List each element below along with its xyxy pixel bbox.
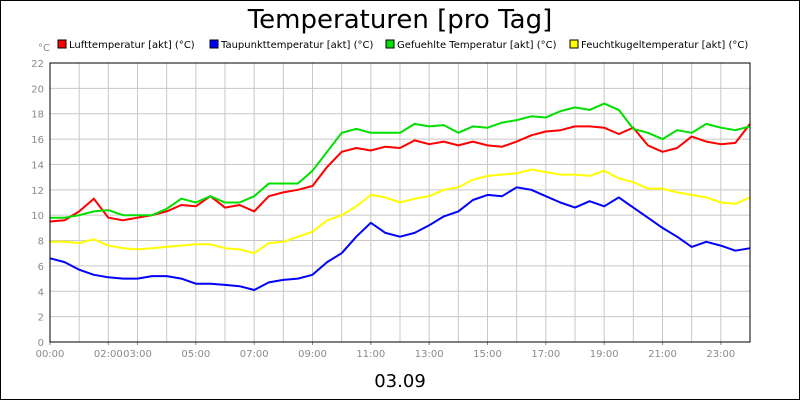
y-tick-label: 12 bbox=[31, 186, 44, 197]
y-axis-ticks: 0 2 4 6 8 10 12 14 16 18 20 22 bbox=[31, 59, 44, 349]
x-tick-label: 17:00 bbox=[531, 349, 560, 360]
legend-label: Lufttemperatur [akt] (°C) bbox=[69, 40, 195, 51]
y-axis-unit: °C bbox=[38, 43, 50, 54]
x-axis-ticks: 00:00 02:00 03:00 05:00 07:00 09:00 11:00 13:00… bbox=[36, 342, 735, 360]
x-tick-label: 23:00 bbox=[706, 349, 735, 360]
series-lines bbox=[49, 102, 751, 291]
legend-label: Gefuehlte Temperatur [akt] (°C) bbox=[397, 40, 557, 51]
x-tick-label: 19:00 bbox=[590, 349, 619, 360]
x-tick-label: 05:00 bbox=[181, 349, 210, 360]
legend-swatch bbox=[209, 39, 219, 49]
y-tick-label: 4 bbox=[38, 287, 44, 298]
legend-swatch bbox=[385, 39, 395, 49]
legend-label: Feuchtkugeltemperatur [akt] (°C) bbox=[581, 40, 748, 51]
chart-legend: Lufttemperatur [akt] (°C) Taupunkttempera… bbox=[57, 39, 748, 51]
legend-swatch bbox=[569, 39, 579, 49]
x-tick-label: 13:00 bbox=[415, 349, 444, 360]
series-line-2 bbox=[49, 186, 751, 291]
x-tick-label: 21:00 bbox=[648, 349, 677, 360]
series-line-4 bbox=[50, 168, 751, 255]
y-tick-label: 0 bbox=[38, 338, 44, 349]
x-tick-label: 09:00 bbox=[298, 349, 327, 360]
y-tick-label: 16 bbox=[31, 135, 44, 146]
y-tick-label: 6 bbox=[38, 262, 44, 273]
x-tick-label: 02:00 bbox=[94, 349, 123, 360]
y-tick-label: 10 bbox=[31, 211, 44, 222]
legend-swatch bbox=[57, 39, 67, 49]
plot-area-border bbox=[49, 62, 751, 343]
x-tick-label: 03:00 bbox=[123, 349, 152, 360]
y-tick-label: 8 bbox=[38, 237, 44, 248]
series-line-3 bbox=[50, 102, 751, 219]
legend-label: Taupunkttemperatur [akt] (°C) bbox=[220, 40, 373, 51]
x-tick-label: 00:00 bbox=[36, 349, 65, 360]
y-tick-label: 18 bbox=[31, 110, 44, 121]
x-tick-label: 15:00 bbox=[473, 349, 502, 360]
y-tick-label: 20 bbox=[31, 84, 44, 95]
y-tick-label: 22 bbox=[31, 59, 44, 70]
y-tick-label: 14 bbox=[31, 160, 44, 171]
x-tick-label: 07:00 bbox=[240, 349, 269, 360]
chart-date-label: 03.09 bbox=[374, 371, 426, 392]
x-tick-label: 11:00 bbox=[356, 349, 385, 360]
y-tick-label: 2 bbox=[38, 313, 44, 324]
chart-title: Temperaturen [pro Tag] bbox=[247, 5, 553, 35]
